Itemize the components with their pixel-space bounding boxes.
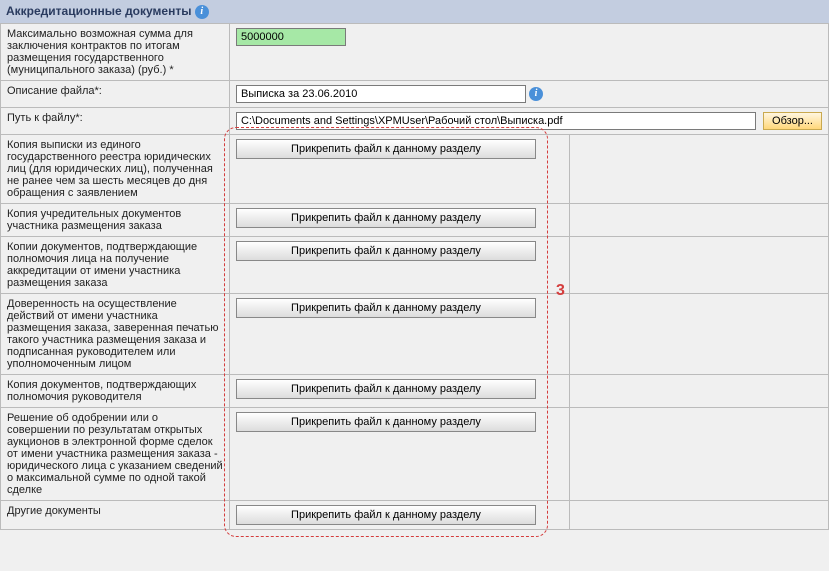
sum-cell	[229, 23, 828, 80]
sum-input[interactable]	[236, 28, 346, 46]
section-title: Аккредитационные документы	[6, 4, 191, 18]
file-description-input[interactable]	[236, 85, 526, 103]
browse-button[interactable]: Обзор...	[763, 112, 822, 130]
desc-label: Описание файла*:	[1, 80, 230, 107]
info-icon[interactable]: i	[195, 5, 209, 19]
path-cell: Обзор...	[229, 107, 828, 134]
doc-label: Доверенность на осуществление действий о…	[1, 293, 230, 374]
attach-button[interactable]: Прикрепить файл к данному разделу	[236, 208, 536, 228]
doc-label: Решение об одобрении или о совершении по…	[1, 407, 230, 500]
attach-button[interactable]: Прикрепить файл к данному разделу	[236, 505, 536, 525]
attach-cell: Прикрепить файл к данному разделу	[229, 293, 569, 374]
tail-cell	[569, 236, 828, 293]
tail-cell	[569, 500, 828, 529]
tail-cell	[569, 134, 828, 203]
doc-label: Копия выписки из единого государственног…	[1, 134, 230, 203]
doc-label: Копии документов, подтверждающие полномо…	[1, 236, 230, 293]
attach-button[interactable]: Прикрепить файл к данному разделу	[236, 379, 536, 399]
attach-cell: Прикрепить файл к данному разделу	[229, 236, 569, 293]
attach-button[interactable]: Прикрепить файл к данному разделу	[236, 241, 536, 261]
tail-cell	[569, 407, 828, 500]
tail-cell	[569, 203, 828, 236]
attach-button[interactable]: Прикрепить файл к данному разделу	[236, 412, 536, 432]
attach-button[interactable]: Прикрепить файл к данному разделу	[236, 139, 536, 159]
attach-cell: Прикрепить файл к данному разделу	[229, 407, 569, 500]
info-icon[interactable]: i	[529, 87, 543, 101]
doc-label: Копия документов, подтверждающих полномо…	[1, 374, 230, 407]
sum-label: Максимально возможная сумма для заключен…	[1, 23, 230, 80]
attach-cell: Прикрепить файл к данному разделу	[229, 203, 569, 236]
attach-cell: Прикрепить файл к данному разделу	[229, 500, 569, 529]
attach-cell: Прикрепить файл к данному разделу	[229, 374, 569, 407]
file-path-input[interactable]	[236, 112, 756, 130]
path-label: Путь к файлу*:	[1, 107, 230, 134]
form-table: Максимально возможная сумма для заключен…	[0, 23, 829, 530]
section-header: Аккредитационные документы i	[0, 0, 829, 23]
attach-cell: Прикрепить файл к данному разделу	[229, 134, 569, 203]
tail-cell	[569, 374, 828, 407]
form-container: Аккредитационные документы i Максимально…	[0, 0, 829, 530]
doc-label: Копия учредительных документов участника…	[1, 203, 230, 236]
tail-cell	[569, 293, 828, 374]
doc-label: Другие документы	[1, 500, 230, 529]
attach-button[interactable]: Прикрепить файл к данному разделу	[236, 298, 536, 318]
desc-cell: i	[229, 80, 828, 107]
